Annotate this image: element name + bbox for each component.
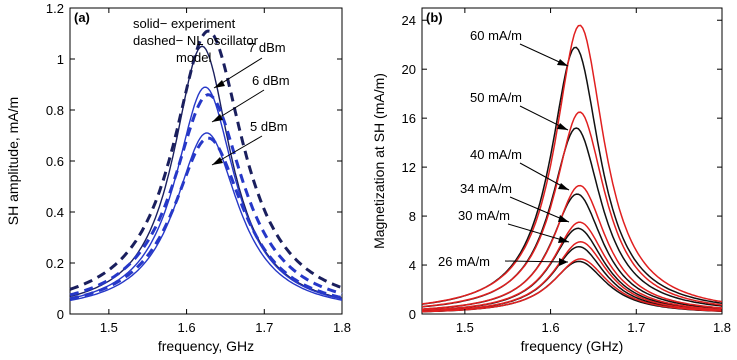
series-line-red: [421, 24, 723, 305]
arrowhead-6dbm: [212, 114, 223, 122]
panel-b-ylabel: Magnetization at SH (mA/m): [371, 73, 387, 249]
series-line-dashed: [69, 29, 343, 291]
y-tick-label: 24: [402, 13, 416, 28]
legend-text-line-2: dashed− NL oscillator: [133, 33, 259, 48]
legend-text-line-1: solid− experiment: [133, 16, 236, 31]
x-tick-label: 1.6: [178, 320, 196, 335]
arrowhead-30: [558, 236, 569, 243]
arrowhead-60: [557, 59, 568, 66]
panel-a-label: (a): [74, 10, 90, 25]
annotation-40: 40 mA/m: [470, 147, 522, 162]
series-line-solid: [69, 45, 343, 299]
y-tick-label: 20: [402, 62, 416, 77]
panel-b: 1.5 1.6 1.7 1.8 0 4 8 12 16 20 24 (b) 60 mA/m 50 m…: [371, 7, 731, 354]
x-tick-label: 1.8: [713, 320, 731, 335]
arrowhead-7dbm: [214, 80, 225, 88]
arrow-34: [509, 196, 570, 223]
series-line-solid: [69, 132, 343, 302]
arrow-30: [507, 223, 570, 243]
x-tick-label: 1.5: [456, 320, 474, 335]
arrowhead-50: [557, 123, 568, 130]
y-tick-label: 0: [409, 307, 416, 322]
y-tick-label: 12: [402, 160, 416, 175]
x-tick-label: 1.8: [333, 320, 351, 335]
annotation-50: 50 mA/m: [470, 90, 522, 105]
y-tick-label: 0.4: [46, 205, 64, 220]
series-line-red: [421, 241, 723, 312]
arrow-26: [504, 260, 569, 263]
x-tick-label: 1.5: [100, 320, 118, 335]
panel-a-ylabel: SH amplitude, mA/m: [5, 97, 21, 225]
annotation-30: 30 mA/m: [458, 208, 510, 223]
y-tick-label: 0: [57, 307, 64, 322]
series-line-red: [421, 111, 723, 308]
x-tick-label: 1.6: [542, 320, 560, 335]
panel-a-ticks: 1.5 1.6 1.7 1.8 0 0.2 0.4 0.6 0.8 1 1.2: [46, 1, 351, 335]
y-tick-label: 0.2: [46, 256, 64, 271]
panel-b-ticks: 1.5 1.6 1.7 1.8 0 4 8 12 16 20 24: [402, 8, 731, 335]
arrowhead-40: [558, 183, 569, 190]
series-line-red: [421, 258, 723, 313]
legend-text-line-3: model: [176, 50, 212, 65]
annotation-7dbm: 7 dBm: [248, 40, 286, 55]
y-tick-label: 8: [409, 209, 416, 224]
panel-a-xlabel: frequency, GHz: [158, 338, 254, 354]
y-tick-label: 0.6: [46, 154, 64, 169]
arrowhead-5dbm: [212, 157, 223, 165]
panel-a-curves: [69, 29, 343, 302]
panel-a: 1.5 1.6 1.7 1.8 0 0.2 0.4 0.6 0.8 1 1.2 (a) solid−…: [5, 1, 351, 354]
panel-b-frame: [421, 7, 723, 315]
arrowhead-34: [558, 215, 569, 222]
panel-b-xlabel: frequency (GHz): [521, 338, 624, 354]
annotation-60: 60 mA/m: [470, 28, 522, 43]
panel-b-curves: [421, 24, 723, 313]
series-line-dashed: [69, 136, 343, 301]
annotation-34: 34 mA/m: [460, 181, 512, 196]
y-tick-label: 0.8: [46, 103, 64, 118]
y-tick-label: 16: [402, 111, 416, 126]
annotation-26: 26 mA/m: [438, 254, 490, 269]
x-tick-label: 1.7: [627, 320, 645, 335]
annotation-5dbm: 5 dBm: [250, 119, 288, 134]
series-line-red: [421, 221, 723, 311]
x-tick-label: 1.7: [255, 320, 273, 335]
y-tick-label: 1: [57, 52, 64, 67]
arrowhead-26: [559, 258, 568, 266]
annotation-6dbm: 6 dBm: [252, 73, 290, 88]
y-tick-label: 1.2: [46, 1, 64, 16]
series-line-dashed: [69, 93, 343, 297]
y-tick-label: 4: [409, 258, 416, 273]
panel-b-label: (b): [426, 10, 443, 25]
series-line-red: [421, 184, 723, 310]
